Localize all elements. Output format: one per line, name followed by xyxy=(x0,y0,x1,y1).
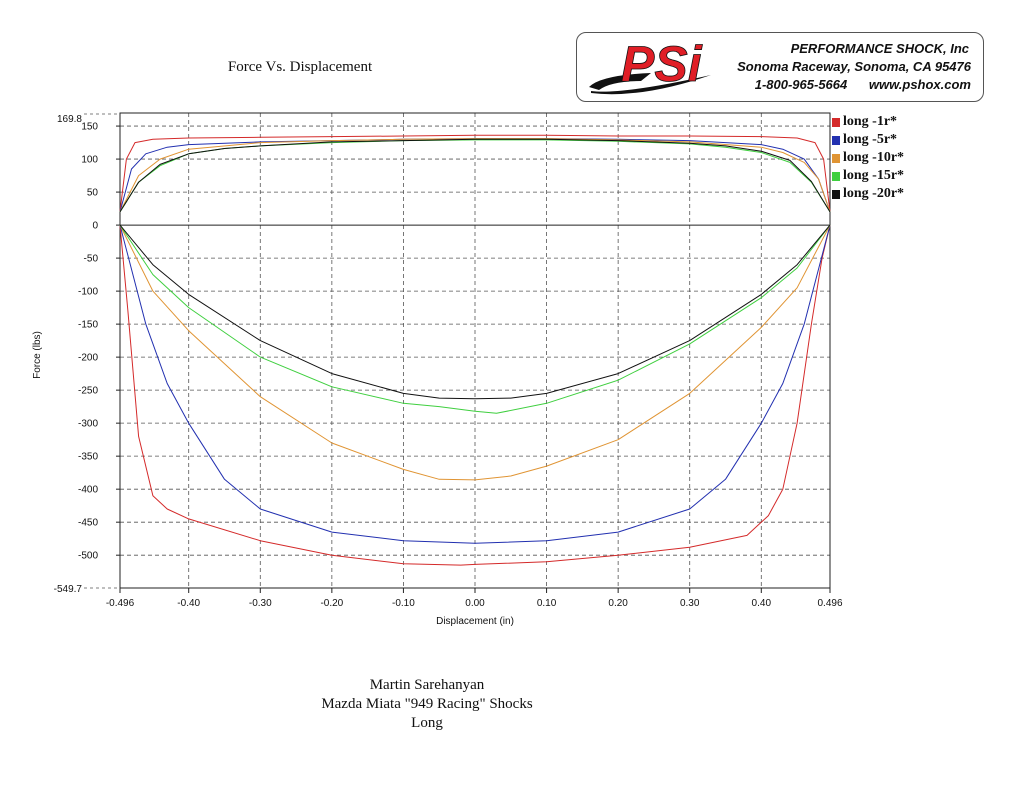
logo-text: PSi xyxy=(621,36,703,92)
test-mode: Long xyxy=(411,715,443,731)
x-tick-label: 0.30 xyxy=(680,598,700,609)
x-tick-label: 0.20 xyxy=(608,598,628,609)
y-tick-label: -400 xyxy=(78,485,98,496)
legend-swatch xyxy=(832,171,840,181)
y-tick-label: -50 xyxy=(84,254,99,265)
legend-swatch xyxy=(832,135,840,145)
y-tick-label: 50 xyxy=(87,188,99,199)
legend-label: long -5r* xyxy=(843,132,898,147)
footer: Martin Sarehanyan Mazda Miata "949 Racin… xyxy=(262,676,592,733)
x-tick-label: 0.496 xyxy=(817,598,842,609)
grid xyxy=(84,113,830,589)
x-axis-label: Displacement (in) xyxy=(436,616,514,627)
y-tick-label: -250 xyxy=(78,386,98,397)
legend-item: long -20r* xyxy=(832,185,904,203)
series-line-lower xyxy=(119,224,831,566)
legend-label: long -1r* xyxy=(843,114,898,129)
y-tick-label: 100 xyxy=(81,155,98,166)
y-tick-label: -200 xyxy=(78,353,98,364)
y-tick-label: -450 xyxy=(78,518,98,529)
x-tick-label: -0.10 xyxy=(392,598,415,609)
series-line-upper xyxy=(119,138,831,213)
y-tick-label: -300 xyxy=(78,419,98,430)
shock-model: Mazda Miata "949 Racing" Shocks xyxy=(321,696,533,712)
legend-item: long -5r* xyxy=(832,131,904,149)
x-tick-label: 0.10 xyxy=(537,598,557,609)
legend-label: long -20r* xyxy=(843,186,905,201)
y-tick-label: -150 xyxy=(78,320,98,331)
y-tick-label: 150 xyxy=(81,122,98,133)
y-min-label: -549.7 xyxy=(54,584,83,595)
axes xyxy=(116,112,831,593)
series-line-upper xyxy=(119,138,831,213)
y-tick-label: -350 xyxy=(78,452,98,463)
x-tick-label: -0.30 xyxy=(249,598,272,609)
company-contact: 1-800-965-5664 www.pshox.com xyxy=(754,77,971,92)
y-tick-label: -500 xyxy=(78,551,98,562)
legend-item: long -15r* xyxy=(832,167,904,185)
legend-swatch xyxy=(832,153,840,163)
psi-logo: PSi xyxy=(589,36,711,95)
y-axis-label: Force (lbs) xyxy=(32,331,43,379)
series-line-lower xyxy=(119,224,831,481)
company-address: Sonoma Raceway, Sonoma, CA 95476 xyxy=(737,59,971,74)
legend-label: long -10r* xyxy=(843,150,905,165)
x-tick-label: 0.00 xyxy=(465,598,485,609)
x-tick-label: -0.40 xyxy=(177,598,200,609)
y-tick-label: 0 xyxy=(92,221,98,232)
legend-label: long -15r* xyxy=(843,168,905,183)
author-name: Martin Sarehanyan xyxy=(369,677,485,693)
x-tick-label: -0.20 xyxy=(320,598,343,609)
legend-swatch xyxy=(832,117,840,127)
company-name: PERFORMANCE SHOCK, Inc xyxy=(790,41,969,56)
tick-labels: 150 100 50 0 -50 -100 -150 -200 -250 -300 -350 -400… xyxy=(54,114,843,609)
series-line-upper xyxy=(119,134,831,212)
legend-item: long -1r* xyxy=(832,113,904,131)
y-tick-label: -100 xyxy=(78,287,98,298)
x-tick-label: 0.40 xyxy=(752,598,772,609)
series-line-lower xyxy=(119,224,831,414)
series-line-lower xyxy=(119,224,831,400)
x-tick-label: -0.496 xyxy=(106,598,135,609)
chart-title: Force Vs. Displacement xyxy=(227,59,373,75)
y-max-label: 169.8 xyxy=(57,114,82,125)
series-lines xyxy=(119,134,831,566)
series-line-lower xyxy=(119,224,831,544)
company-logo-panel: PSi PERFORMANCE SHOCK, Inc Sonoma Racewa… xyxy=(576,32,984,102)
legend-item: long -10r* xyxy=(832,149,904,167)
legend: long -1r* long -5r* long -10r* long -15r* lo… xyxy=(832,113,904,203)
legend-swatch xyxy=(832,189,840,199)
